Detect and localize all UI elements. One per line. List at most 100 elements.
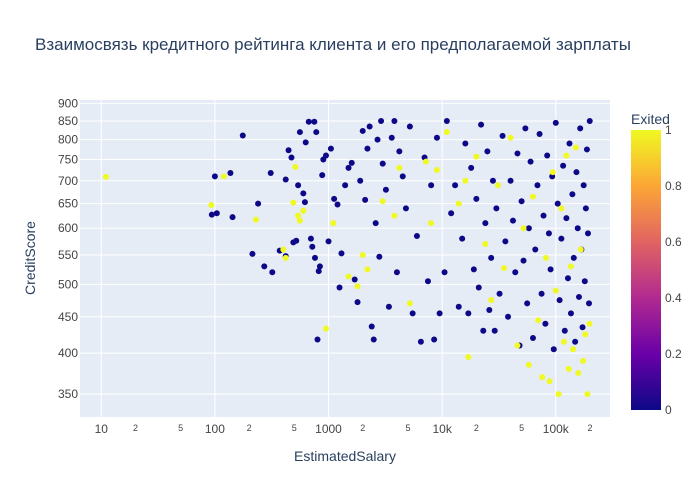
- data-point-stayed: [544, 152, 551, 159]
- data-point-stayed: [368, 323, 375, 330]
- data-point-exited: [560, 338, 567, 345]
- data-point-stayed: [507, 177, 514, 184]
- data-point-exited: [549, 169, 556, 176]
- y-tick-label: 400: [58, 346, 78, 360]
- data-point-exited: [520, 225, 527, 232]
- data-point-stayed: [455, 303, 462, 310]
- data-point-exited: [396, 164, 403, 171]
- data-point-stayed: [331, 195, 338, 202]
- colorbar-tick-label: 0: [665, 403, 672, 417]
- data-point-exited: [252, 216, 259, 223]
- data-point-stayed: [459, 235, 466, 242]
- data-point-exited: [433, 166, 440, 173]
- data-point-exited: [558, 205, 565, 212]
- data-point-stayed: [579, 324, 586, 331]
- data-point-stayed: [486, 307, 493, 314]
- data-point-exited: [488, 297, 495, 304]
- data-point-stayed: [338, 250, 345, 257]
- data-point-stayed: [452, 182, 459, 189]
- data-point-stayed: [560, 162, 567, 169]
- data-point-stayed: [334, 201, 341, 208]
- y-tick-label: 350: [58, 387, 78, 401]
- data-point-stayed: [524, 300, 531, 307]
- data-point-stayed: [372, 220, 379, 227]
- data-point-stayed: [514, 150, 521, 157]
- data-point-stayed: [370, 336, 377, 343]
- data-point-stayed: [314, 336, 321, 343]
- data-point-stayed: [305, 118, 312, 125]
- data-point-exited: [555, 391, 562, 398]
- data-point-stayed: [496, 290, 503, 297]
- data-point-stayed: [406, 123, 413, 130]
- x-tick-label: 100: [205, 422, 225, 436]
- x-axis-title: EstimatedSalary: [294, 448, 396, 464]
- colorbar-tick-label: 0.2: [665, 347, 682, 361]
- data-point-stayed: [465, 310, 472, 317]
- x-tick-label: 10: [95, 422, 109, 436]
- data-point-stayed: [468, 164, 475, 171]
- data-point-stayed: [399, 173, 406, 180]
- data-point-exited: [570, 346, 577, 353]
- data-point-exited: [552, 287, 559, 294]
- data-point-stayed: [536, 130, 543, 137]
- colorbar-tick-label: 0.6: [665, 235, 682, 249]
- data-point-stayed: [354, 299, 361, 306]
- data-point-exited: [428, 220, 435, 227]
- data-point-stayed: [436, 310, 443, 317]
- data-point-exited: [584, 391, 591, 398]
- data-point-stayed: [322, 152, 329, 159]
- data-point-exited: [455, 200, 462, 207]
- y-axis-title: CreditScore: [22, 221, 38, 295]
- data-point-stayed: [211, 173, 218, 180]
- data-point-exited: [406, 300, 413, 307]
- data-point-stayed: [502, 238, 509, 245]
- data-point-stayed: [301, 199, 308, 206]
- data-point-stayed: [345, 164, 352, 171]
- data-point-stayed: [388, 134, 395, 141]
- data-point-exited: [542, 254, 549, 261]
- data-point-exited: [465, 353, 472, 360]
- data-point-stayed: [313, 129, 320, 136]
- data-point-stayed: [489, 177, 496, 184]
- data-point-stayed: [550, 346, 557, 353]
- data-point-stayed: [307, 235, 314, 242]
- data-point-stayed: [475, 284, 482, 291]
- y-tick-label: 550: [58, 248, 78, 262]
- y-tick-label: 800: [58, 133, 78, 147]
- data-point-stayed: [229, 214, 236, 221]
- data-point-stayed: [359, 127, 366, 134]
- colorbar-title: Exited: [631, 111, 670, 127]
- data-point-stayed: [585, 300, 592, 307]
- data-point-stayed: [582, 205, 589, 212]
- data-point-stayed: [379, 160, 386, 167]
- data-point-stayed: [288, 154, 295, 161]
- data-point-stayed: [296, 129, 303, 136]
- data-point-stayed: [448, 210, 455, 217]
- data-point-exited: [422, 158, 429, 165]
- data-point-exited: [102, 173, 109, 180]
- data-point-stayed: [443, 118, 450, 125]
- data-point-stayed: [428, 182, 435, 189]
- data-point-exited: [567, 263, 574, 270]
- data-point-stayed: [480, 327, 487, 334]
- data-point-stayed: [378, 118, 385, 125]
- data-point-exited: [443, 129, 450, 136]
- data-point-stayed: [391, 118, 398, 125]
- data-point-exited: [280, 246, 287, 253]
- data-point-stayed: [584, 230, 591, 237]
- data-point-stayed: [342, 182, 349, 189]
- data-point-exited: [546, 378, 553, 385]
- data-point-stayed: [532, 246, 539, 253]
- data-point-stayed: [239, 132, 246, 139]
- x-tick-label: 2: [474, 423, 479, 433]
- data-point-stayed: [505, 313, 512, 320]
- data-point-stayed: [499, 132, 506, 139]
- data-point-stayed: [529, 335, 536, 342]
- data-point-stayed: [567, 310, 574, 317]
- data-point-stayed: [586, 118, 593, 125]
- data-point-stayed: [311, 118, 318, 125]
- data-points: [102, 118, 593, 398]
- x-tick-label: 2: [360, 423, 365, 433]
- data-point-exited: [462, 177, 469, 184]
- data-point-exited: [529, 193, 536, 200]
